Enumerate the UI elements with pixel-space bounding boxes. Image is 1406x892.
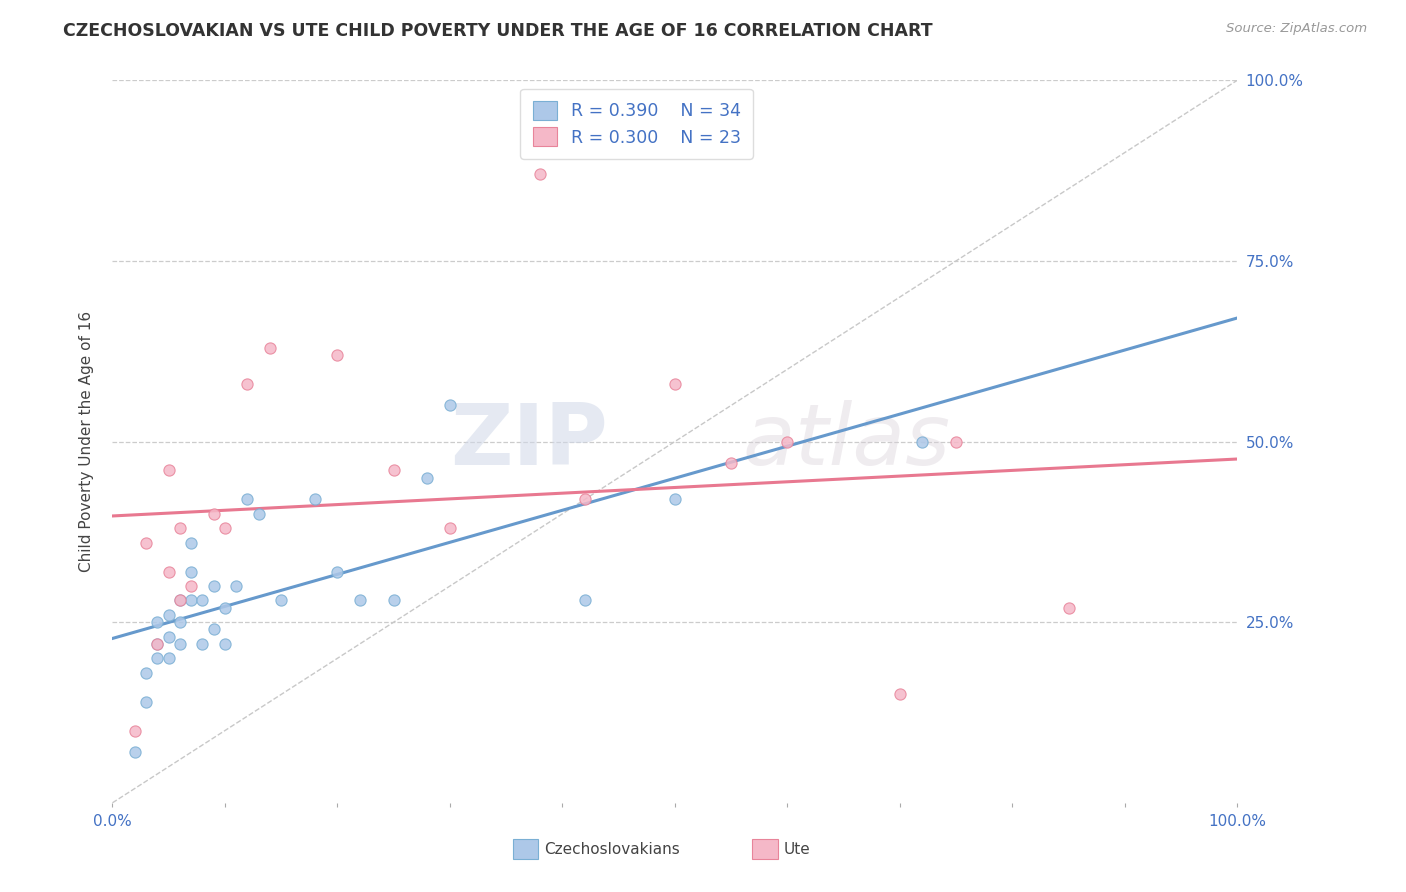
Point [169,615,191,630]
Text: Source: ZipAtlas.com: Source: ZipAtlas.com [1226,22,1367,36]
Point [202,579,225,593]
Point [146,637,169,651]
Point [157,651,180,665]
Point [911,434,934,449]
Point [945,434,967,449]
Point [180,535,202,549]
Text: ZIP: ZIP [450,400,607,483]
Point [191,637,214,651]
Point [157,630,180,644]
Point [574,492,596,507]
Point [135,695,157,709]
Text: CZECHOSLOVAKIAN VS UTE CHILD POVERTY UNDER THE AGE OF 16 CORRELATION CHART: CZECHOSLOVAKIAN VS UTE CHILD POVERTY UND… [63,22,934,40]
Text: atlas: atlas [742,400,950,483]
Point [304,492,326,507]
Point [124,745,146,759]
Point [439,521,461,535]
Point [180,565,202,579]
Point [202,507,225,521]
Point [225,579,247,593]
Point [349,593,371,607]
Point [1057,600,1080,615]
Point [169,637,191,651]
Text: Ute: Ute [783,842,810,856]
Point [214,637,236,651]
Point [214,600,236,615]
Point [574,593,596,607]
Point [180,579,202,593]
Point [157,607,180,622]
Point [382,463,405,477]
Point [169,593,191,607]
Point [259,341,281,355]
Point [326,348,349,362]
Point [326,565,349,579]
Point [416,470,439,484]
Legend: R = 0.390    N = 34, R = 0.300    N = 23: R = 0.390 N = 34, R = 0.300 N = 23 [520,89,754,159]
Text: Czechoslovakians: Czechoslovakians [544,842,681,856]
Point [124,723,146,738]
Point [664,376,686,391]
Point [169,521,191,535]
Point [382,593,405,607]
Point [135,535,157,549]
Point [214,521,236,535]
Point [270,593,292,607]
Point [191,593,214,607]
Point [776,434,799,449]
Point [236,376,259,391]
Point [135,665,157,680]
Point [889,687,911,701]
Point [146,651,169,665]
Point [529,167,551,181]
Point [180,593,202,607]
Point [236,492,259,507]
Point [157,565,180,579]
Point [146,615,169,630]
Point [664,492,686,507]
Point [247,507,270,521]
Point [439,398,461,412]
Point [202,623,225,637]
Point [720,456,742,470]
Point [146,637,169,651]
Point [157,463,180,477]
Point [169,593,191,607]
Y-axis label: Child Poverty Under the Age of 16: Child Poverty Under the Age of 16 [79,311,94,572]
